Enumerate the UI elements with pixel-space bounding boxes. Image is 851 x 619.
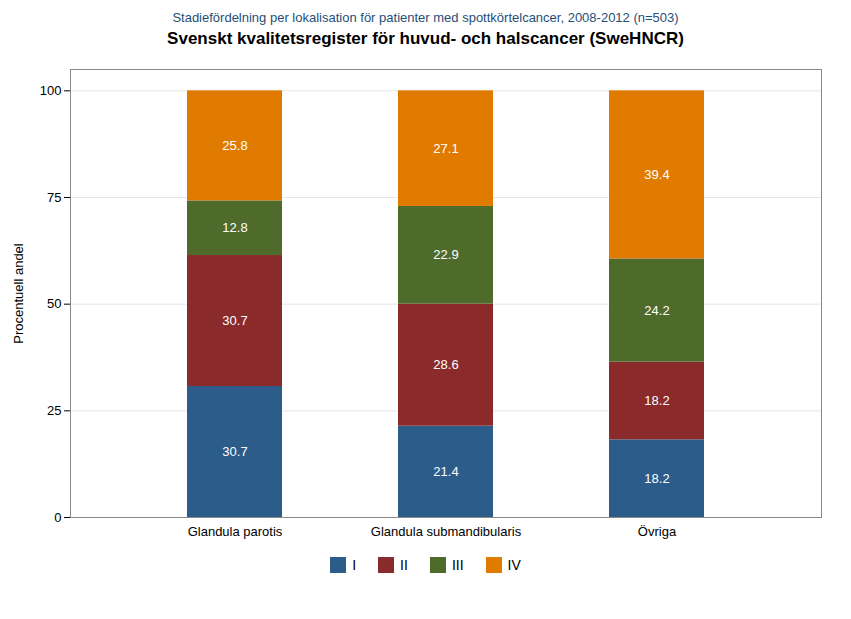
svg-text:27.1: 27.1: [433, 141, 458, 156]
html-text:Svenskt kvalitetsregister för: Svenskt kvalitetsregister för huvud- och…: [167, 29, 684, 48]
html-text:IV: IV: [507, 557, 521, 573]
svg-text:39.4: 39.4: [644, 167, 669, 182]
svg-text:Glandula submandibularis: Glandula submandibularis: [371, 524, 522, 539]
svg-text:Övriga: Övriga: [638, 524, 677, 539]
html-text:II: II: [400, 557, 408, 573]
svg-text:50: 50: [47, 296, 61, 311]
svg-text:25: 25: [47, 403, 61, 418]
svg-text:100: 100: [40, 83, 62, 98]
svg-text:25.8: 25.8: [222, 138, 247, 153]
svg-text:30.7: 30.7: [222, 313, 247, 328]
svg-text:18.2: 18.2: [644, 393, 669, 408]
svg-text:Glandula parotis: Glandula parotis: [188, 524, 283, 539]
svg-text:22.9: 22.9: [433, 247, 458, 262]
svg-text:28.6: 28.6: [433, 357, 458, 372]
svg-text:75: 75: [47, 190, 61, 205]
html-text:I: I: [352, 557, 357, 573]
svg-text:Procentuell andel: Procentuell andel: [11, 243, 26, 344]
svg-text:24.2: 24.2: [644, 303, 669, 318]
svg-text:18.2: 18.2: [644, 471, 669, 486]
svg-text:12.8: 12.8: [222, 220, 247, 235]
svg-text:21.4: 21.4: [433, 464, 458, 479]
html-text:III: III: [451, 557, 464, 573]
svg-text:30.7: 30.7: [222, 444, 247, 459]
svg-text:0: 0: [54, 510, 61, 525]
html-text:Stadiefördelning per lokalisat: Stadiefördelning per lokalisation för pa…: [172, 10, 679, 25]
